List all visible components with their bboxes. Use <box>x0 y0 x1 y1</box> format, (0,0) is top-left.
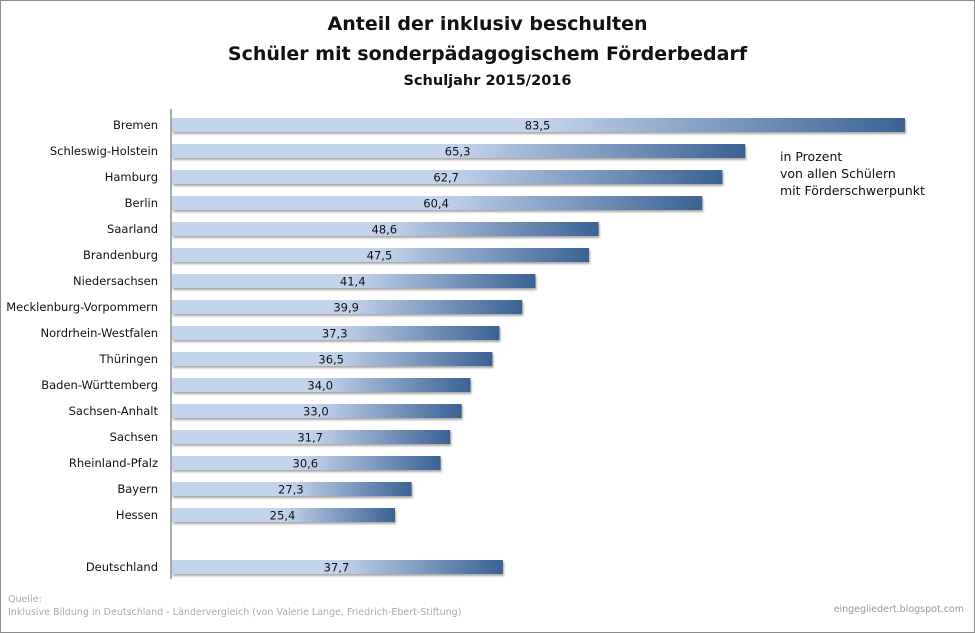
value-label: 83,5 <box>525 119 551 133</box>
bar <box>172 248 589 262</box>
category-label: Bayern <box>117 482 158 496</box>
value-label: 25,4 <box>270 509 296 523</box>
value-label: 31,7 <box>297 431 323 445</box>
category-label: Berlin <box>125 196 158 210</box>
annotation-line: in Prozent <box>780 149 843 164</box>
value-label: 36,5 <box>318 353 344 367</box>
value-label: 41,4 <box>340 275 366 289</box>
bar <box>172 170 723 184</box>
value-label: 65,3 <box>445 145 471 159</box>
bar <box>172 118 905 132</box>
bar <box>172 404 462 418</box>
category-label: Bremen <box>113 118 158 132</box>
category-label: Sachsen <box>110 430 158 444</box>
value-label: 37,7 <box>324 561 350 575</box>
bar <box>172 144 746 158</box>
source-label: Quelle: <box>8 594 42 605</box>
chart-title: Anteil der inklusiv beschulten <box>327 13 648 35</box>
category-label: Rheinland-Pfalz <box>69 456 158 470</box>
bar <box>172 456 441 470</box>
bar <box>172 222 599 236</box>
value-label: 62,7 <box>433 171 459 185</box>
category-label: Baden-Württemberg <box>41 378 158 392</box>
value-label: 48,6 <box>372 223 398 237</box>
source-text: Inklusive Bildung in Deutschland - Lände… <box>8 607 462 618</box>
bar <box>172 482 412 496</box>
category-label: Thüringen <box>99 352 158 366</box>
category-label: Saarland <box>107 222 158 236</box>
bar <box>172 196 703 210</box>
bar <box>172 300 523 314</box>
value-label: 39,9 <box>333 301 359 315</box>
credit-text: eingegliedert.blogspot.com <box>833 604 964 615</box>
chart-title-line2: Schüler mit sonderpädagogischem Förderbe… <box>227 43 748 65</box>
category-label: Brandenburg <box>83 248 158 262</box>
value-label: 33,0 <box>303 405 329 419</box>
bar <box>172 560 503 574</box>
bar <box>172 352 493 366</box>
bar <box>172 430 451 444</box>
value-label: 37,3 <box>322 327 348 341</box>
category-label: Schleswig-Holstein <box>50 144 158 158</box>
category-label: Nordrhein-Westfalen <box>41 326 158 340</box>
bar <box>172 508 395 522</box>
bar <box>172 274 536 288</box>
bar <box>172 378 471 392</box>
annotation-line: mit Förderschwerpunkt <box>780 183 925 198</box>
value-label: 30,6 <box>293 457 319 471</box>
value-label: 27,3 <box>278 483 304 497</box>
category-label: Deutschland <box>86 560 158 574</box>
value-label: 60,4 <box>423 197 449 211</box>
bar <box>172 326 500 340</box>
annotation-line: von allen Schülern <box>780 166 896 181</box>
value-label: 47,5 <box>367 249 393 263</box>
value-label: 34,0 <box>307 379 333 393</box>
unit-annotation: in Prozent von allen Schülern mit Förder… <box>780 148 925 199</box>
category-label: Hessen <box>116 508 158 522</box>
category-label: Hamburg <box>105 170 158 184</box>
chart-subtitle: Schuljahr 2015/2016 <box>403 73 572 89</box>
category-label: Mecklenburg-Vorpommern <box>6 300 158 314</box>
category-label: Sachsen-Anhalt <box>69 404 159 418</box>
category-label: Niedersachsen <box>73 274 158 288</box>
